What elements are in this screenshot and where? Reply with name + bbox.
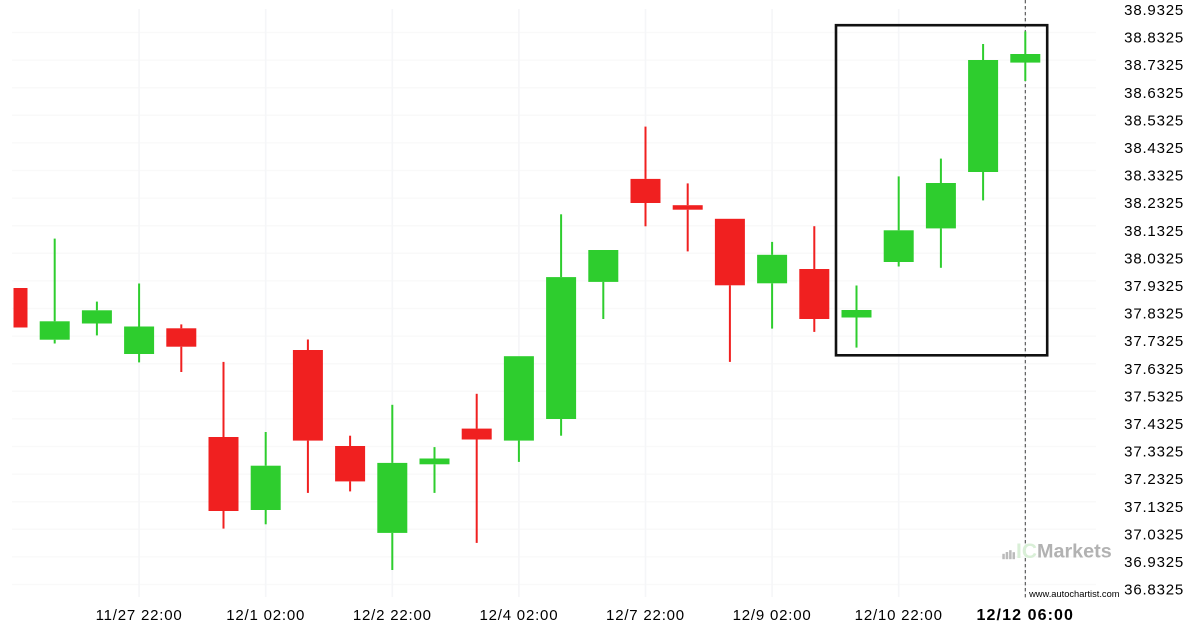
svg-text:37.1325: 37.1325 xyxy=(1124,499,1184,516)
svg-text:38.7325: 38.7325 xyxy=(1124,57,1184,74)
svg-text:37.7325: 37.7325 xyxy=(1124,333,1184,350)
svg-text:12/9 02:00: 12/9 02:00 xyxy=(733,607,812,624)
svg-text:12/12 06:00: 12/12 06:00 xyxy=(977,607,1075,624)
svg-text:IC: IC xyxy=(1016,540,1037,563)
svg-text:12/7 22:00: 12/7 22:00 xyxy=(606,607,685,624)
svg-text:36.9325: 36.9325 xyxy=(1124,554,1184,571)
svg-text:38.8325: 38.8325 xyxy=(1124,30,1184,47)
svg-text:37.0325: 37.0325 xyxy=(1124,526,1184,543)
svg-text:12/10 22:00: 12/10 22:00 xyxy=(855,607,943,624)
svg-text:12/1 02:00: 12/1 02:00 xyxy=(226,607,305,624)
svg-text:38.1325: 38.1325 xyxy=(1124,223,1184,240)
svg-text:38.9325: 38.9325 xyxy=(1124,2,1184,19)
svg-text:www.autochartist.com: www.autochartist.com xyxy=(1028,589,1120,599)
svg-text:37.8325: 37.8325 xyxy=(1124,306,1184,323)
svg-text:38.2325: 38.2325 xyxy=(1124,195,1184,212)
svg-text:12/4 02:00: 12/4 02:00 xyxy=(479,607,558,624)
svg-text:38.0325: 38.0325 xyxy=(1124,250,1184,267)
svg-text:38.5325: 38.5325 xyxy=(1124,112,1184,129)
svg-text:38.3325: 38.3325 xyxy=(1124,168,1184,185)
svg-text:37.9325: 37.9325 xyxy=(1124,278,1184,295)
svg-text:38.4325: 38.4325 xyxy=(1124,140,1184,157)
svg-text:37.4325: 37.4325 xyxy=(1124,416,1184,433)
svg-text:37.6325: 37.6325 xyxy=(1124,361,1184,378)
svg-text:38.6325: 38.6325 xyxy=(1124,85,1184,102)
svg-text:36.8325: 36.8325 xyxy=(1124,582,1184,599)
svg-text:37.3325: 37.3325 xyxy=(1124,444,1184,461)
svg-text:37.2325: 37.2325 xyxy=(1124,471,1184,488)
svg-text:Markets: Markets xyxy=(1037,541,1112,563)
svg-text:11/27 22:00: 11/27 22:00 xyxy=(96,607,183,624)
svg-text:12/2 22:00: 12/2 22:00 xyxy=(353,607,432,624)
svg-text:37.5325: 37.5325 xyxy=(1124,388,1184,405)
